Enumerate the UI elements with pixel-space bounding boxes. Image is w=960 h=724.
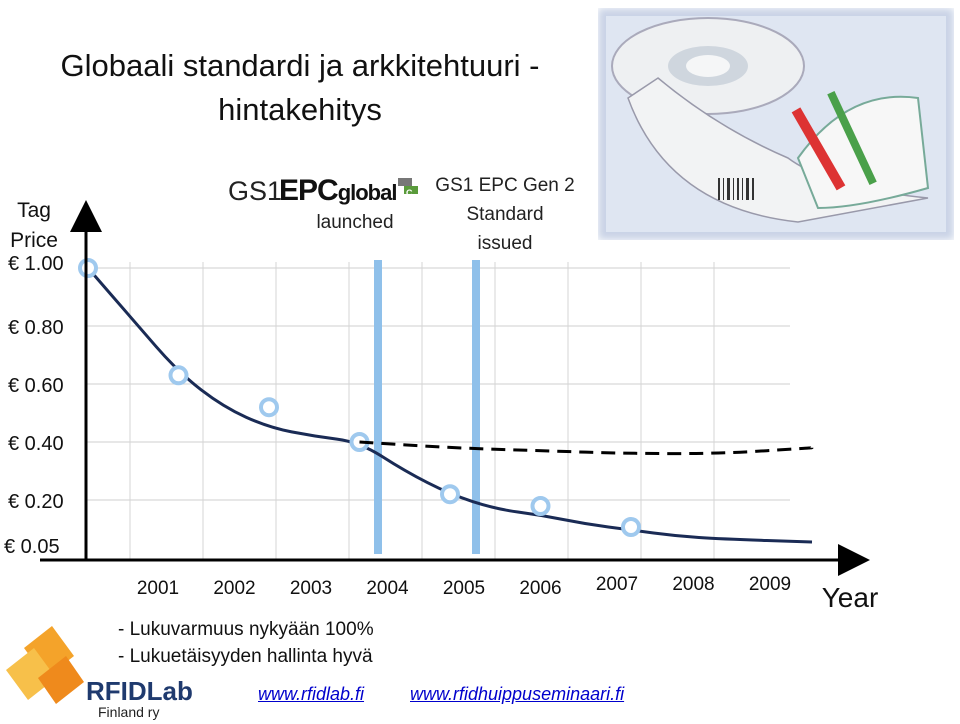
note-gen2-line3: issued [477,233,533,254]
x-tick-label: 2007 [596,574,638,595]
event-marker-bar [472,260,480,554]
chart-grid [86,262,790,560]
bullet-item: - Lukuvarmuus nykyään 100% [118,619,374,640]
y-tick-label: € 0.40 [8,433,64,455]
x-tick-label: 2003 [290,578,332,599]
projected-price-dashed [359,440,813,456]
data-point [78,258,98,278]
note-gen2-line2: Standard [466,204,544,225]
data-point [440,484,460,505]
svg-text:C: C [406,188,413,198]
x-tick-label: 2006 [519,578,561,599]
y-tick-label: € 0.80 [8,317,64,339]
note-gen2-line1: GS1 EPC Gen 2 [435,175,575,196]
bullet-list: - Lukuvarmuus nykyään 100% - Lukuetäisyy… [118,616,374,670]
epcglobal-logo: EPCglobal [279,174,397,207]
rfidlab-subtitle: Finland ry [98,704,160,720]
rfidlab-logo [6,626,84,704]
y-tick-label: € 1.00 [8,253,64,275]
x-tick-label: 2001 [137,578,179,599]
chart-axes [40,200,870,576]
data-point [259,397,279,418]
event-marker-bar [374,260,382,554]
epc-mark-icon: C [398,178,418,198]
x-axis-ticks: 2001 2002 2003 2004 2005 2006 2007 2008 2009 [137,574,791,599]
rfidlab-brand: RFIDLab [86,676,193,706]
x-tick-label: 2004 [366,578,409,599]
chart-series [78,258,813,544]
gs1-logo: GS1 [228,176,283,206]
y-axis-title-line2: Price [10,229,58,252]
slide-title: Globaali standardi ja arkkitehtuuri - hi… [60,48,540,127]
data-point [621,517,641,537]
link-rfidlab[interactable]: www.rfidlab.fi [258,684,365,704]
event-markers [374,260,480,554]
y-axis-arrow [70,200,102,232]
x-axis-title: Year [822,582,879,613]
data-point [530,496,551,516]
y-axis-title-line1: Tag [17,199,51,222]
x-tick-label: 2009 [749,574,791,595]
tag-rolls-photo [598,8,954,240]
bullet-item: - Lukuetäisyyden hallinta hyvä [118,646,373,667]
x-tick-label: 2002 [213,578,255,599]
y-tick-label: € 0.60 [8,375,64,397]
y-axis-ticks: € 1.00 € 0.80 € 0.60 € 0.40 € 0.20 € 0.05 [4,253,64,558]
x-axis-arrow [838,544,870,576]
x-tick-label: 2005 [443,578,485,599]
data-point [168,365,189,386]
y-tick-label: € 0.05 [4,536,60,558]
x-tick-label: 2008 [672,574,714,595]
link-rfidhuippuseminaari[interactable]: www.rfidhuippuseminaari.fi [410,684,625,704]
y-tick-label: € 0.20 [8,491,64,513]
note-launched: launched [316,212,394,233]
